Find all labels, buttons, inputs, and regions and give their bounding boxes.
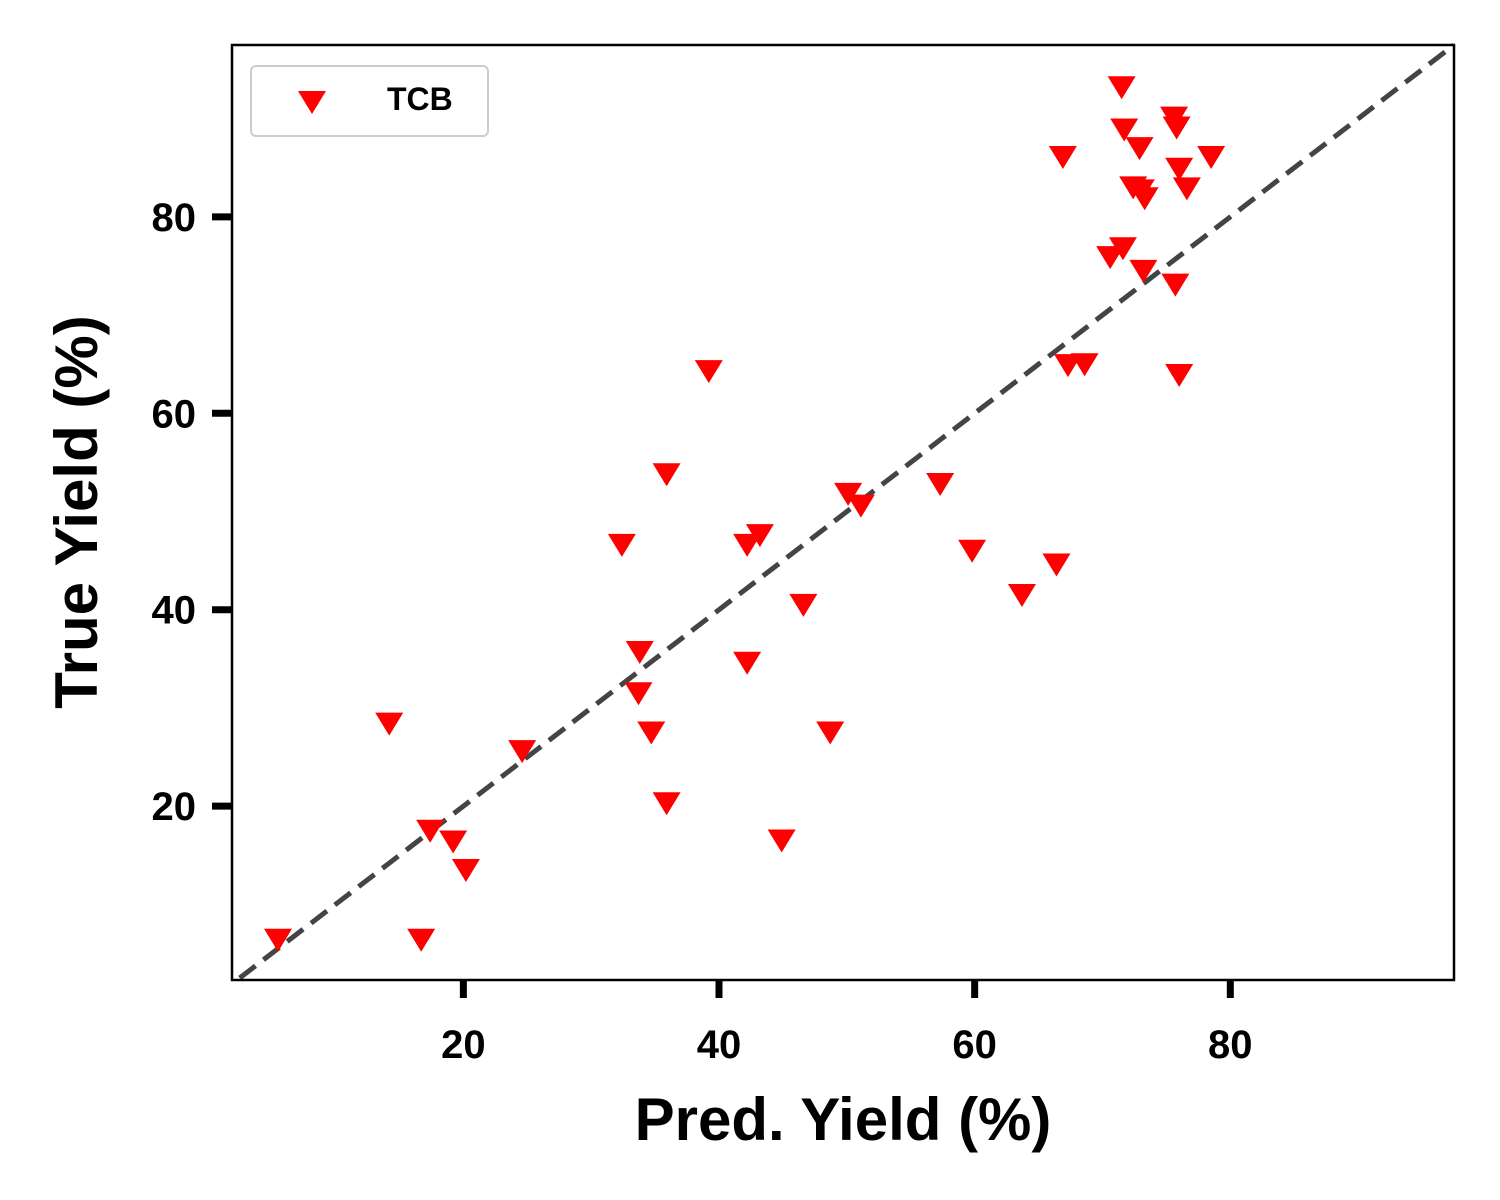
data-point [451,859,480,882]
y-axis-label: True Yield (%) [43,315,110,708]
data-point [439,830,468,854]
legend-box [250,65,489,137]
legend-label: TCB [387,81,453,117]
y-tick-label: 40 [152,589,197,633]
plot-frame [230,43,1456,982]
data-point [1197,145,1226,169]
legend: TCB [250,65,489,137]
x-tick-label: 80 [1208,1023,1253,1067]
data-point [607,533,636,557]
data-point [1007,584,1036,607]
legend-marker [298,91,326,114]
data-point [1162,116,1191,140]
data-point [264,928,293,952]
data-point [1172,177,1201,201]
data-point [1165,157,1194,181]
data-point [816,721,845,745]
data-point [1048,145,1077,169]
data-point [694,360,723,384]
data-point [1161,273,1190,297]
data-point [625,640,654,664]
data-point [767,829,796,853]
data-point [1108,237,1137,261]
data-point [733,651,762,675]
data-point [407,928,436,952]
x-tick-label: 60 [952,1023,997,1067]
data-point [652,463,681,487]
data-point [1165,364,1194,387]
data-point [375,712,404,736]
data-point [834,482,863,506]
data-point [1107,76,1136,100]
data-point [926,473,955,497]
x-axis-ticks: 20 40 60 80 [441,980,1253,1067]
data-point [745,524,774,548]
data-point [1070,353,1099,377]
data-point [846,494,875,518]
data-point [416,819,445,843]
y-tick-label: 80 [152,196,197,240]
data-point [733,533,762,557]
data-point [1110,118,1139,142]
x-tick-label: 40 [697,1023,742,1067]
data-point [624,682,653,706]
data-point [789,593,818,617]
data-point [1125,137,1154,161]
data-point [637,721,666,745]
data-point [958,539,987,563]
y-tick-label: 20 [152,785,197,829]
y-axis-ticks: 20 40 60 80 [152,196,232,829]
data-point [1130,187,1159,211]
data-point [652,792,681,816]
data-points [264,76,1226,952]
data-point [508,740,537,764]
x-tick-label: 20 [441,1023,486,1067]
data-point [1096,246,1125,270]
y-tick-label: 60 [152,392,197,436]
x-axis-label: Pred. Yield (%) [635,1086,1052,1153]
data-point [1042,553,1071,577]
data-point [1129,259,1158,283]
